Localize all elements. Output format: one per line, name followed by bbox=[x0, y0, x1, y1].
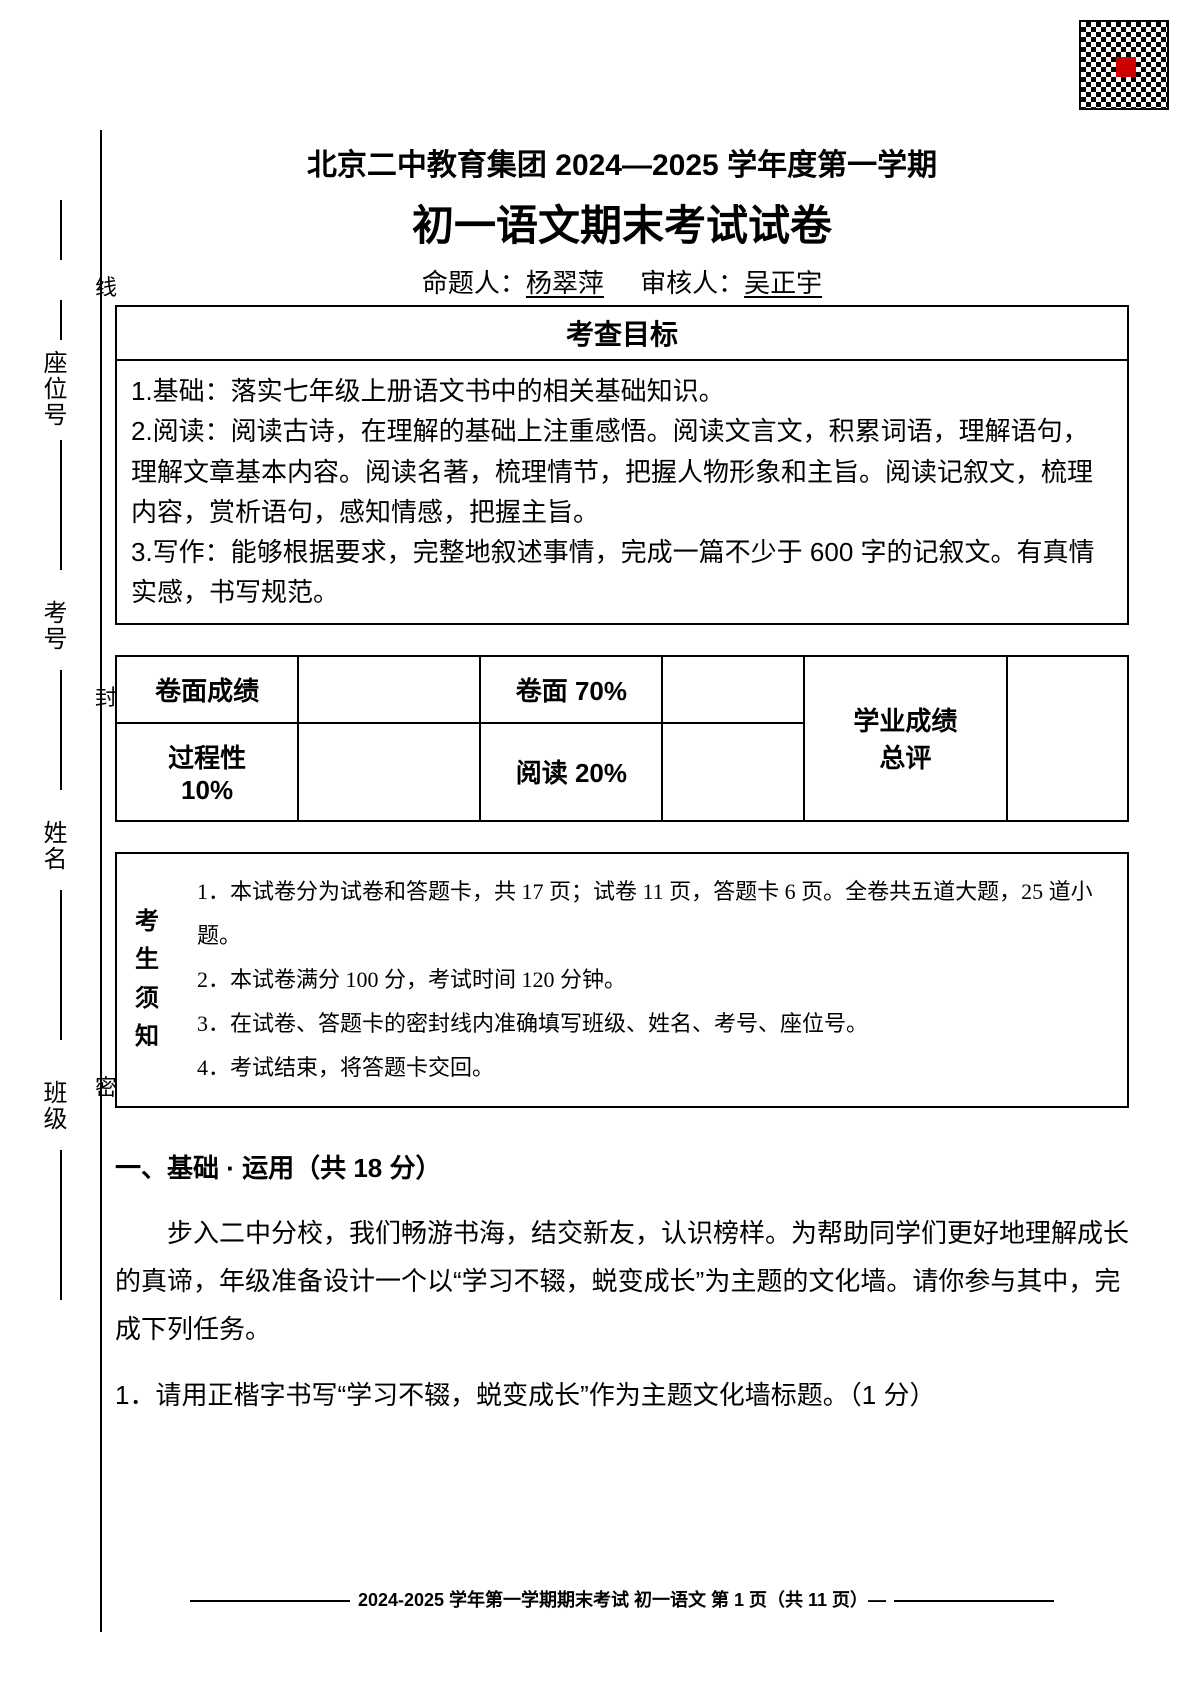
objective-1: 1.基础：落实七年级上册语文书中的相关基础知识。 bbox=[131, 371, 1113, 411]
reviewer-name: 吴正宇 bbox=[744, 268, 822, 298]
label-name: 姓名 bbox=[35, 820, 70, 872]
reviewer-prefix: 审核人： bbox=[640, 268, 744, 298]
vline bbox=[60, 200, 62, 260]
seal-feng: 封 bbox=[95, 680, 117, 712]
label-seat: 座位号 bbox=[35, 350, 70, 428]
notice-4: 4．考试结束，将答题卡交回。 bbox=[197, 1046, 1107, 1090]
footer-dash: — bbox=[868, 1590, 886, 1610]
author-prefix: 命题人： bbox=[422, 268, 526, 298]
title-line2: 初一语文期末考试试卷 bbox=[115, 192, 1129, 253]
section1-header: 一、基础 · 运用（共 18 分） bbox=[115, 1148, 1129, 1185]
label-exam: 考号 bbox=[35, 600, 70, 652]
vline bbox=[60, 890, 62, 1040]
label-class: 班级 bbox=[35, 1080, 70, 1132]
score-r2c4 bbox=[662, 723, 804, 821]
objectives-title: 考查目标 bbox=[117, 307, 1127, 361]
score-r2c2 bbox=[298, 723, 480, 821]
seal-xian: 线 bbox=[95, 270, 117, 302]
notice-box: 考生须知 1．本试卷分为试卷和答题卡，共 17 页；试卷 11 页，答题卡 6 … bbox=[115, 852, 1129, 1108]
score-merged-blank bbox=[1007, 656, 1128, 821]
score-table: 卷面成绩 卷面 70% 学业成绩 总评 过程性 10% 阅读 20% bbox=[115, 655, 1129, 822]
binding-labels: 线 座位号 考号 封 姓名 密 班级 bbox=[20, 200, 80, 1582]
score-r1c3: 卷面 70% bbox=[480, 656, 662, 723]
objective-3: 3.写作：能够根据要求，完整地叙述事情，完成一篇不少于 600 字的记叙文。有真… bbox=[131, 532, 1113, 613]
vline bbox=[60, 1150, 62, 1300]
notice-3: 3．在试卷、答题卡的密封线内准确填写班级、姓名、考号、座位号。 bbox=[197, 1002, 1107, 1046]
question-1: 1．请用正楷字书写“学习不辍，蜕变成长”作为主题文化墙标题。（1 分） bbox=[115, 1371, 1129, 1419]
notice-label: 考生须知 bbox=[117, 854, 177, 1106]
objectives-body: 1.基础：落实七年级上册语文书中的相关基础知识。 2.阅读：阅读古诗，在理解的基… bbox=[117, 361, 1127, 623]
objective-2: 2.阅读：阅读古诗，在理解的基础上注重感悟。阅读文言文，积累词语，理解语句，理解… bbox=[131, 411, 1113, 532]
section1-intro: 步入二中分校，我们畅游书海，结交新友，认识榜样。为帮助同学们更好地理解成长的真谛… bbox=[115, 1209, 1129, 1353]
vline bbox=[60, 440, 62, 570]
score-r1c4 bbox=[662, 656, 804, 723]
qr-code bbox=[1079, 20, 1169, 110]
notice-2: 2．本试卷满分 100 分，考试时间 120 分钟。 bbox=[197, 958, 1107, 1002]
footer-line-left bbox=[190, 1600, 350, 1602]
vline bbox=[60, 670, 62, 790]
qr-code-center bbox=[1116, 57, 1136, 77]
seal-mi: 密 bbox=[95, 1070, 117, 1102]
notice-body: 1．本试卷分为试卷和答题卡，共 17 页；试卷 11 页，答题卡 6 页。全卷共… bbox=[177, 854, 1127, 1106]
footer-line-right bbox=[894, 1600, 1054, 1602]
page-content: 北京二中教育集团 2024—2025 学年度第一学期 初一语文期末考试试卷 命题… bbox=[115, 140, 1129, 1419]
score-r2c1: 过程性 10% bbox=[116, 723, 298, 821]
author-line: 命题人：杨翠萍 审核人：吴正宇 bbox=[115, 263, 1129, 300]
author-name: 杨翠萍 bbox=[526, 268, 604, 298]
score-merged: 学业成绩 总评 bbox=[804, 656, 1006, 821]
binding-margin-line bbox=[100, 130, 102, 1632]
footer-text: 2024-2025 学年第一学期期末考试 初一语文 第 1 页（共 11 页） bbox=[358, 1590, 868, 1610]
page-footer: 2024-2025 学年第一学期期末考试 初一语文 第 1 页（共 11 页）— bbox=[115, 1586, 1129, 1612]
score-r1c1: 卷面成绩 bbox=[116, 656, 298, 723]
score-r1c2 bbox=[298, 656, 480, 723]
score-r2c3: 阅读 20% bbox=[480, 723, 662, 821]
objectives-box: 考查目标 1.基础：落实七年级上册语文书中的相关基础知识。 2.阅读：阅读古诗，… bbox=[115, 305, 1129, 625]
vline bbox=[60, 300, 62, 340]
title-line1: 北京二中教育集团 2024—2025 学年度第一学期 bbox=[115, 140, 1129, 184]
notice-1: 1．本试卷分为试卷和答题卡，共 17 页；试卷 11 页，答题卡 6 页。全卷共… bbox=[197, 870, 1107, 958]
